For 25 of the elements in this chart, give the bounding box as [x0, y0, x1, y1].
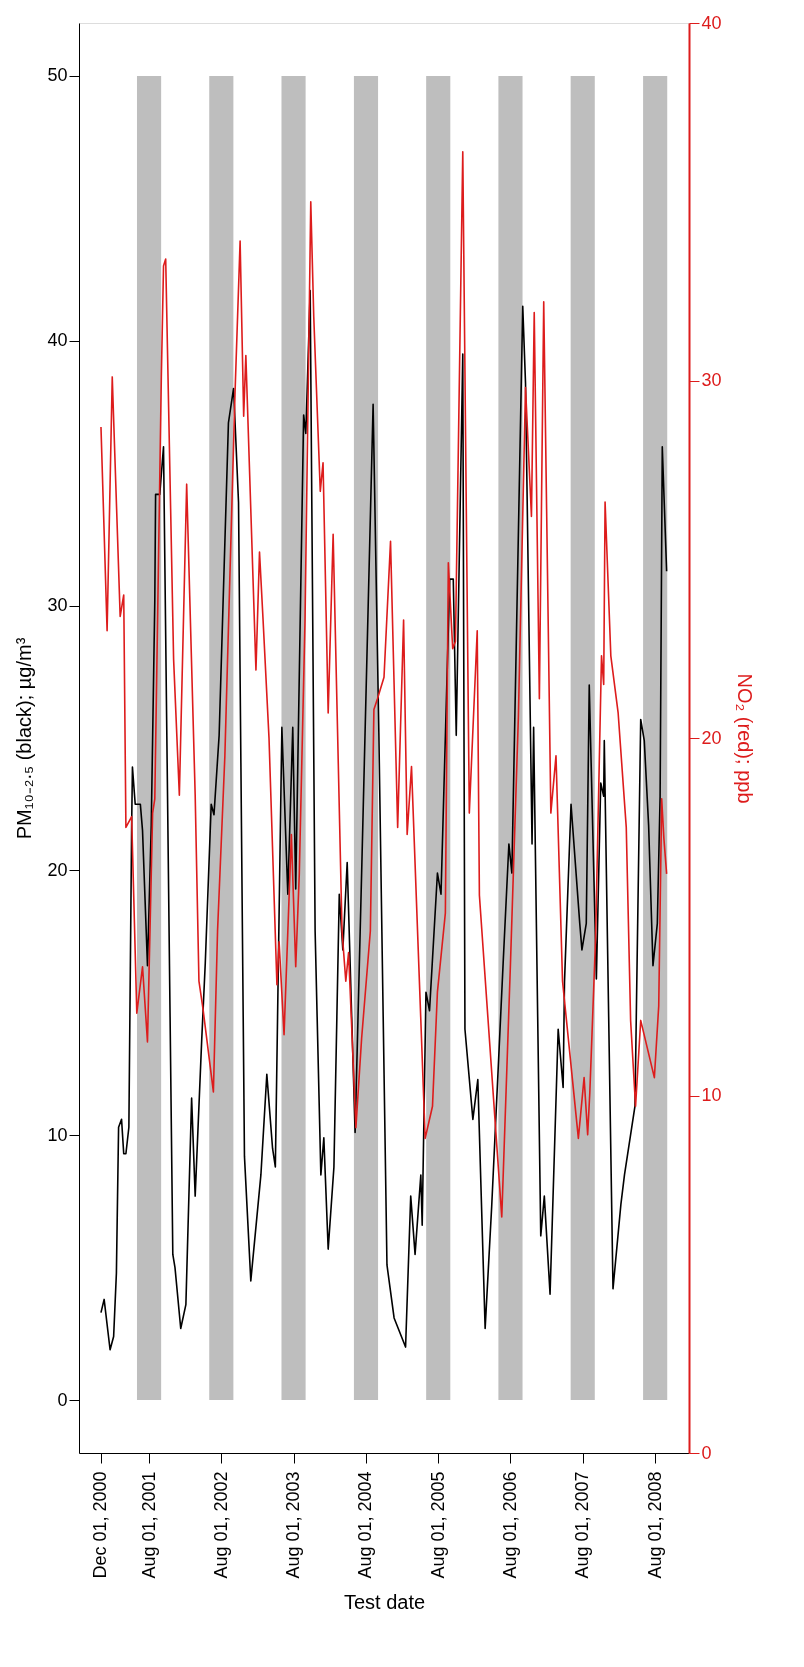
x-tick-label: Aug 01, 2003 — [283, 1471, 304, 1579]
y-tick-label: 0 — [57, 1389, 68, 1410]
y2-axis-title: NO₂ (red); ppb — [733, 673, 756, 804]
x-tick-label: Dec 01, 2000 — [90, 1471, 111, 1579]
y-tick-label: 30 — [47, 595, 68, 616]
y-tick-label: 10 — [47, 1124, 68, 1145]
x-axis-title: Test date — [343, 1590, 426, 1613]
x-tick-label: Aug 01, 2002 — [210, 1471, 231, 1579]
y2-tick-label: 0 — [701, 1442, 712, 1463]
line-series — [100, 150, 668, 1218]
y-tick-label: 40 — [47, 330, 68, 351]
y2-tick-label: 30 — [701, 370, 722, 390]
y2-tick-label: 40 — [701, 12, 722, 33]
x-tick-label: Aug 01, 2006 — [499, 1471, 520, 1579]
y2-tick-label: 20 — [701, 727, 722, 748]
x-tick-label: Aug 01, 2004 — [355, 1471, 376, 1579]
x-tick-label: Aug 01, 2008 — [644, 1471, 665, 1579]
y-tick-label: 20 — [47, 859, 68, 880]
x-tick-label: Aug 01, 2005 — [427, 1471, 448, 1579]
y2-tick-label: 10 — [701, 1085, 722, 1105]
y-axis-title: PM₁₀₋₂.₅ (black); µg/m³ — [13, 637, 36, 840]
line-series — [100, 289, 668, 1351]
y-tick-label: 50 — [47, 65, 68, 86]
x-tick-label: Aug 01, 2001 — [138, 1471, 159, 1579]
x-tick-label: Aug 01, 2007 — [572, 1471, 593, 1579]
